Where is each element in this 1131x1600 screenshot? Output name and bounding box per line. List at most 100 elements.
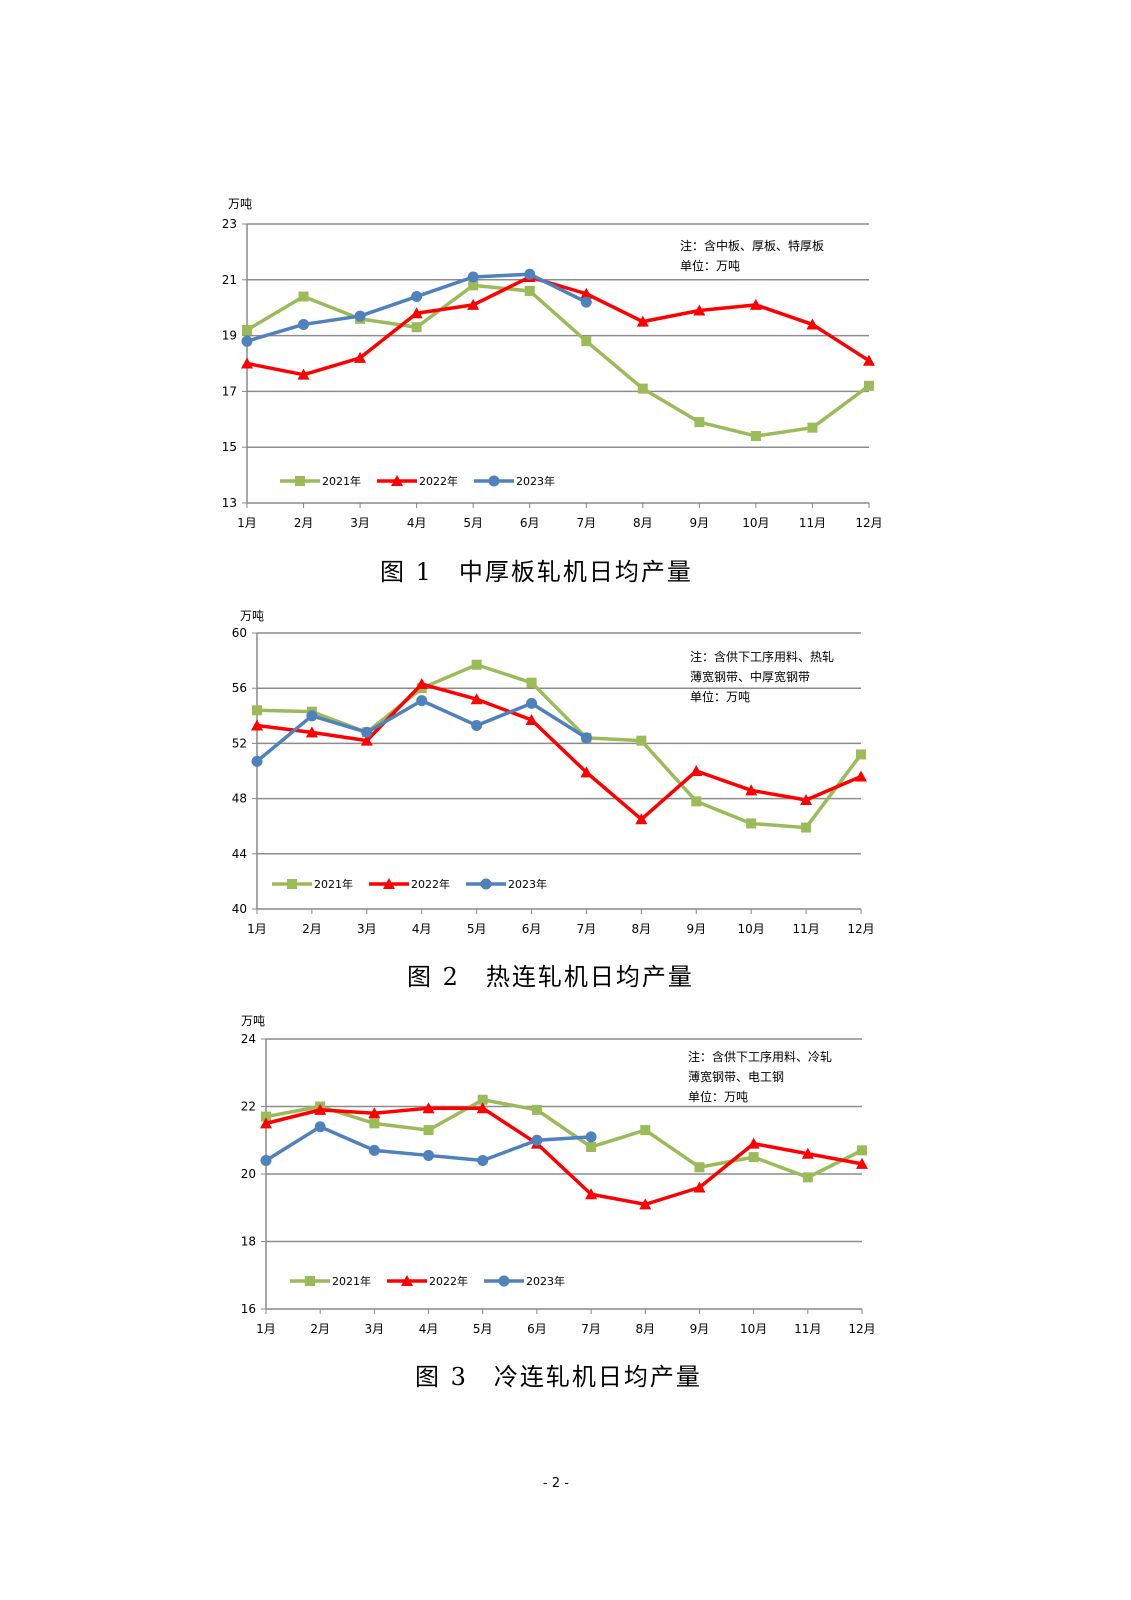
data-point: [636, 735, 647, 746]
data-point: [423, 1125, 434, 1136]
chart1: 13 15 17 19 21 23 1月 2月 3月 4月 5月 6月 7月 8月 9月 10月 11月 12月 2…: [222, 217, 883, 530]
data-point: [531, 1104, 542, 1115]
y-tick-label: 22: [241, 1100, 256, 1114]
x-tick-label: 5月: [463, 516, 483, 530]
x-tick-label: 3月: [365, 1322, 385, 1336]
data-point: [800, 793, 813, 805]
data-point: [241, 357, 253, 369]
x-tick-label: 10月: [738, 922, 765, 936]
legend-marker: [480, 878, 492, 890]
data-point: [261, 1111, 271, 1122]
chart2: 40 44 48 52 56 60 1月 2月 3月 4月 5月 6月 7月 8月 9月 10月 11月 12月 2…: [232, 626, 875, 936]
y-tick-label: 20: [241, 1167, 256, 1181]
chart1-note: 注：含中板、厚板、特厚板 单位：万吨: [680, 239, 825, 273]
data-point: [691, 796, 702, 807]
y-tick-label: 52: [232, 736, 247, 750]
x-tick-label: 7月: [577, 922, 597, 936]
data-point: [747, 1137, 760, 1149]
x-tick-label: 8月: [635, 1322, 655, 1336]
data-point: [637, 383, 648, 394]
chart1-unit-label: 万吨: [228, 197, 253, 211]
data-point: [471, 719, 483, 731]
data-point: [260, 1155, 272, 1166]
data-point: [477, 1155, 489, 1166]
data-point: [693, 1181, 706, 1193]
y-tick-label: 15: [222, 440, 237, 454]
data-point: [746, 818, 757, 829]
data-point: [470, 693, 483, 705]
chart3-unit-label: 万吨: [241, 1014, 266, 1028]
data-point: [415, 678, 428, 690]
x-tick-label: 11月: [794, 1322, 821, 1336]
y-tick-label: 18: [241, 1235, 256, 1249]
data-point: [750, 431, 761, 442]
data-point: [368, 1107, 381, 1119]
y-tick-label: 23: [222, 217, 237, 231]
x-tick-label: 3月: [357, 922, 377, 936]
data-point: [855, 770, 867, 782]
x-tick-label: 6月: [527, 1322, 547, 1336]
data-point: [864, 380, 874, 391]
x-tick-label: 4月: [412, 922, 432, 936]
data-point: [422, 1102, 435, 1114]
x-tick-label: 10月: [740, 1322, 767, 1336]
data-point: [580, 296, 592, 308]
series-line: [265, 1106, 863, 1207]
legend-marker: [383, 878, 395, 889]
data-point: [314, 1103, 327, 1115]
x-tick-label: 2月: [294, 516, 314, 530]
data-point: [252, 705, 262, 716]
data-point: [581, 336, 592, 347]
data-point: [636, 315, 649, 327]
x-tick-label: 7月: [576, 516, 596, 530]
series-2021: [242, 280, 874, 442]
x-tick-label: 1月: [247, 922, 267, 936]
y-tick-label: 19: [222, 329, 237, 343]
series-2022: [241, 271, 875, 380]
y-tick-label: 60: [232, 626, 247, 640]
x-tick-label: 9月: [690, 516, 710, 530]
data-point: [694, 417, 705, 428]
legend-marker: [498, 1275, 510, 1287]
series-line: [265, 1098, 863, 1180]
data-point: [297, 368, 310, 380]
legend-label: 2021年: [314, 877, 353, 891]
series-2023: [260, 1121, 597, 1166]
series-2022: [260, 1102, 868, 1210]
x-tick-label: 6月: [522, 922, 542, 936]
data-point: [467, 271, 479, 283]
data-point: [531, 1134, 543, 1146]
x-tick-label: 9月: [690, 1322, 710, 1336]
data-point: [354, 351, 367, 363]
data-point: [635, 813, 648, 825]
data-point: [423, 1149, 435, 1161]
data-point: [368, 1144, 380, 1156]
data-point: [524, 285, 535, 296]
data-point: [640, 1125, 651, 1136]
chart2-note: 注：含供下工序用料、热轧 薄宽钢带、中厚宽钢带 单位：万吨: [690, 650, 835, 704]
data-point: [806, 318, 819, 330]
data-point: [526, 697, 538, 709]
data-point: [467, 298, 480, 310]
legend-label: 2022年: [411, 877, 450, 891]
data-point: [690, 765, 703, 776]
data-point: [580, 287, 593, 299]
data-point: [260, 1117, 272, 1129]
legend-label: 2022年: [419, 474, 458, 488]
legend-label: 2022年: [429, 1274, 468, 1288]
chart2-caption: 图 2 热连轧机日均产量: [407, 963, 694, 991]
chart1-caption: 图 1 中厚板轧机日均产量: [380, 558, 693, 586]
legend-marker: [391, 475, 403, 486]
x-tick-label: 7月: [581, 1322, 601, 1336]
data-point: [585, 1188, 598, 1200]
data-point: [476, 1102, 489, 1114]
x-tick-label: 10月: [742, 516, 769, 530]
data-point: [801, 822, 812, 833]
data-point: [586, 1142, 597, 1152]
y-tick-label: 17: [222, 384, 237, 398]
legend-marker: [488, 475, 500, 487]
data-point: [524, 268, 536, 280]
x-tick-label: 5月: [467, 922, 487, 936]
